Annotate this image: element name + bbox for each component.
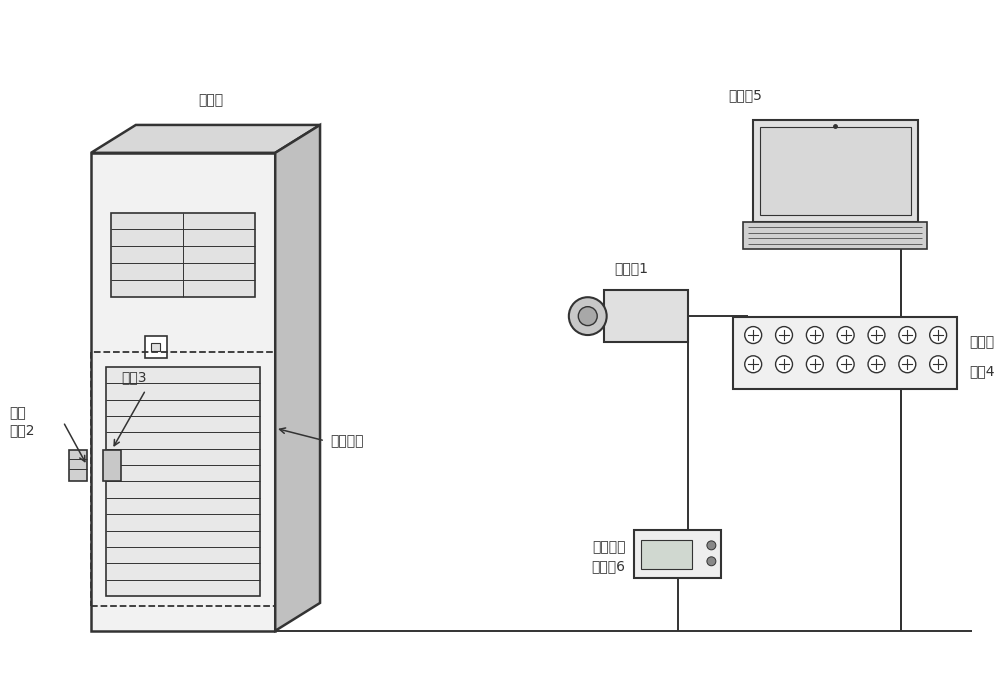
Circle shape bbox=[899, 327, 916, 344]
Circle shape bbox=[930, 356, 947, 373]
Text: 集元4: 集元4 bbox=[969, 364, 995, 378]
Circle shape bbox=[578, 307, 597, 325]
Text: 发生噖6: 发生噖6 bbox=[592, 559, 626, 573]
Circle shape bbox=[806, 327, 823, 344]
Bar bbox=[743, 221, 927, 249]
Circle shape bbox=[868, 327, 885, 344]
Circle shape bbox=[806, 356, 823, 373]
Polygon shape bbox=[91, 125, 320, 153]
Bar bbox=[641, 541, 692, 569]
Circle shape bbox=[569, 297, 607, 335]
Text: 光渄3: 光渄3 bbox=[121, 370, 146, 384]
Circle shape bbox=[837, 327, 854, 344]
Circle shape bbox=[899, 356, 916, 373]
Bar bbox=[69, 450, 87, 482]
Bar bbox=[145, 336, 167, 358]
Text: 数据采: 数据采 bbox=[969, 335, 994, 349]
Text: 脉冲信号: 脉冲信号 bbox=[592, 540, 626, 554]
Circle shape bbox=[776, 356, 792, 373]
Text: 声强
探头2: 声强 探头2 bbox=[9, 407, 35, 437]
Circle shape bbox=[707, 541, 716, 550]
Bar bbox=[151, 343, 160, 351]
Circle shape bbox=[930, 327, 947, 344]
Bar bbox=[604, 290, 688, 342]
Circle shape bbox=[868, 356, 885, 373]
Circle shape bbox=[707, 557, 716, 566]
Circle shape bbox=[837, 356, 854, 373]
Bar bbox=[91, 153, 275, 631]
Text: 待测区域: 待测区域 bbox=[330, 434, 363, 448]
Bar bbox=[103, 450, 121, 482]
Bar bbox=[634, 530, 721, 578]
Bar bbox=[753, 120, 918, 221]
Circle shape bbox=[745, 356, 762, 373]
Circle shape bbox=[745, 327, 762, 344]
Text: 上位机5: 上位机5 bbox=[728, 88, 762, 102]
Polygon shape bbox=[275, 125, 320, 631]
Text: 待测物: 待测物 bbox=[198, 93, 223, 107]
Text: 摄像头1: 摄像头1 bbox=[614, 262, 648, 276]
Bar bbox=[106, 367, 260, 596]
Bar bbox=[733, 317, 957, 389]
Circle shape bbox=[776, 327, 792, 344]
Bar bbox=[760, 127, 911, 214]
Bar bbox=[111, 212, 255, 297]
Bar bbox=[91, 352, 275, 606]
